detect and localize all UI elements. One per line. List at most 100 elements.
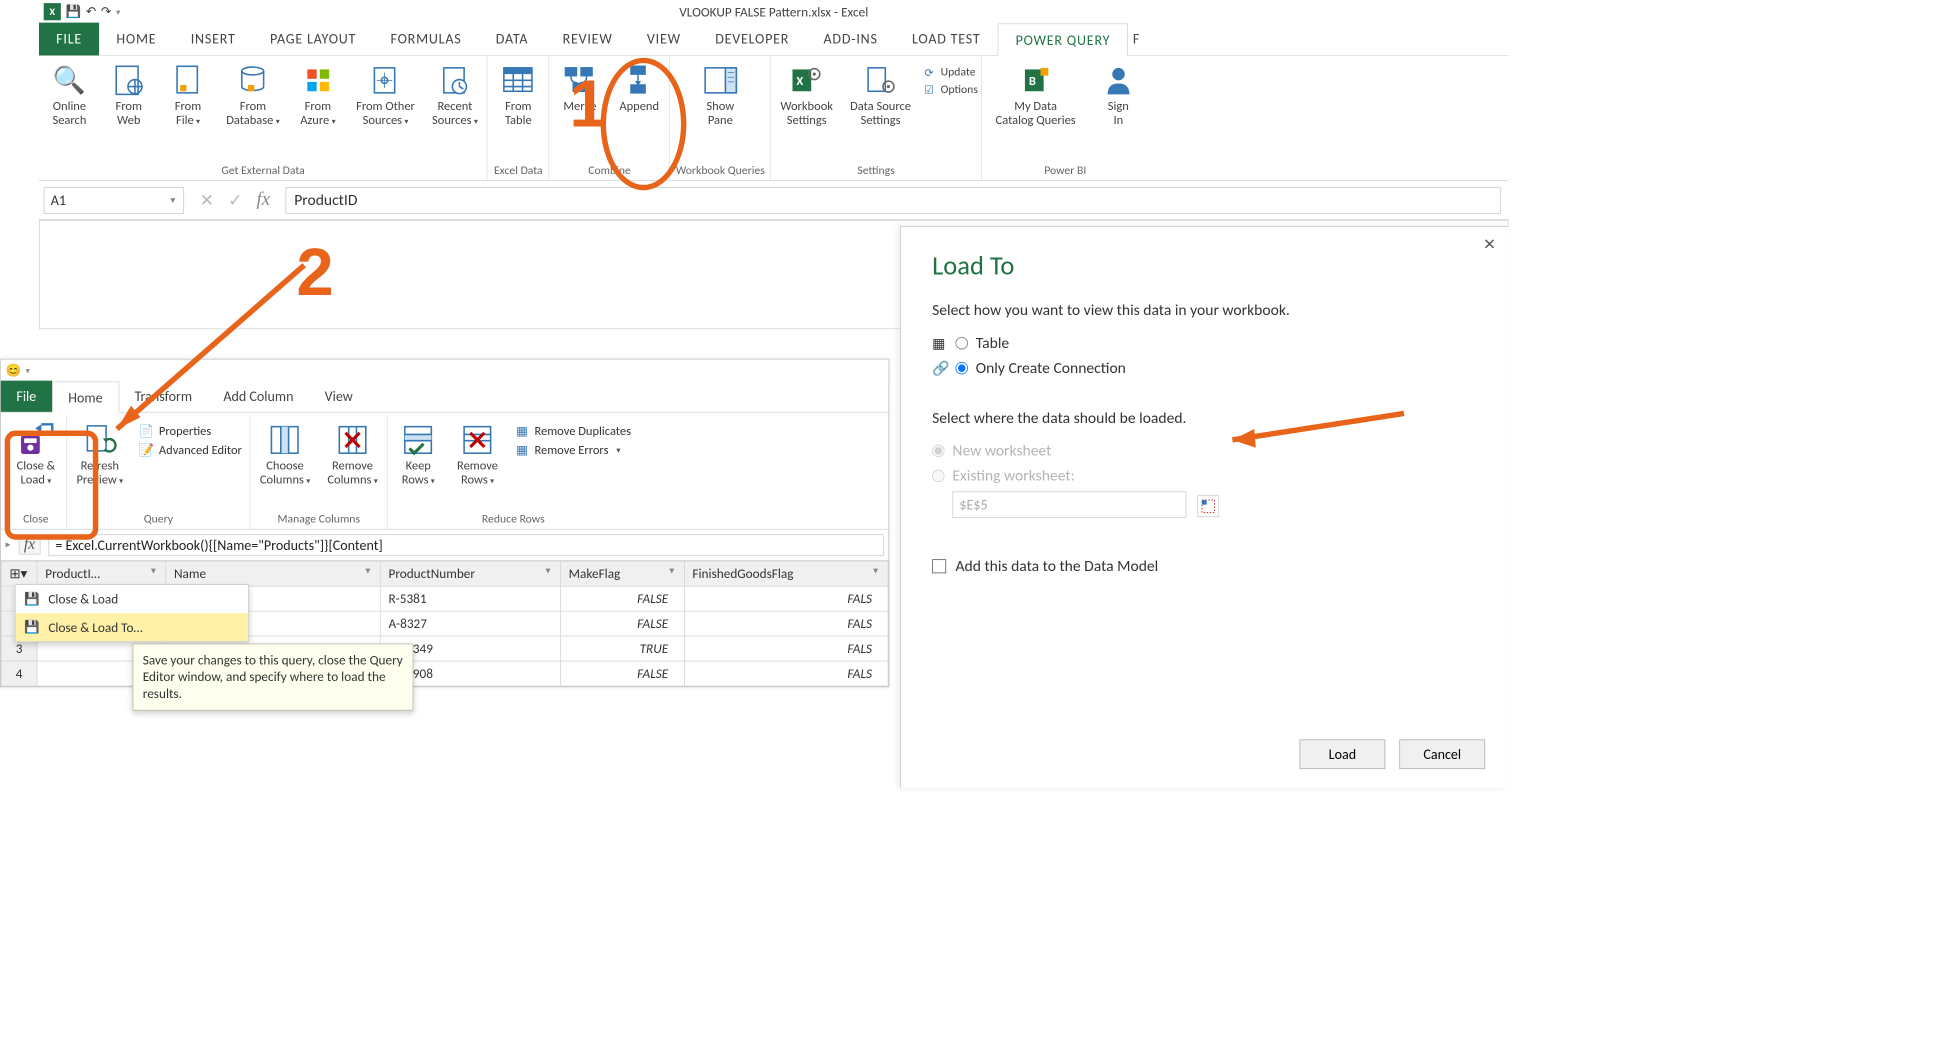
workbook-settings-label: Workbook Settings	[780, 100, 833, 129]
group-get-external-data: 🔍 Online Search From Web From File	[39, 56, 488, 180]
pq-corner-cell[interactable]: ⊞▾	[1, 561, 37, 586]
pq-formula-input[interactable]: = Excel.CurrentWorkbook(){[Name="Product…	[48, 534, 883, 556]
tab-data[interactable]: DATA	[479, 23, 546, 56]
tab-pagelayout[interactable]: PAGE LAYOUT	[253, 23, 374, 56]
cell-ref-input: $E$5	[952, 491, 1186, 518]
recent-sources-label: Recent Sources	[432, 99, 472, 128]
group-settings-label: Settings	[774, 161, 978, 180]
cancel-button[interactable]: Cancel	[1399, 739, 1485, 769]
from-table-button[interactable]: From Table	[491, 61, 546, 130]
workbook-settings-icon: X	[789, 62, 825, 98]
tab-addins[interactable]: ADD-INS	[806, 23, 895, 56]
workbook-settings-button[interactable]: X Workbook Settings	[774, 61, 839, 130]
undo-icon[interactable]: ↶	[86, 4, 96, 20]
pane-prompt: Select how you want to view this data in…	[932, 301, 1485, 320]
name-box-value: A1	[51, 191, 66, 208]
recent-icon	[437, 62, 473, 98]
table-small-icon: ▦	[932, 335, 948, 352]
other-sources-icon	[368, 62, 404, 98]
range-picker-icon	[1197, 495, 1219, 517]
fx-icon[interactable]: fx	[257, 190, 271, 211]
show-pane-button[interactable]: Show Pane	[674, 61, 768, 130]
tab-insert[interactable]: INSERT	[174, 23, 253, 56]
keep-rows-button[interactable]: Keep Rows	[391, 420, 446, 489]
group-settings: X Workbook Settings Data Source Settings…	[771, 56, 982, 180]
person-icon	[1100, 62, 1136, 98]
formula-input[interactable]: ProductID	[286, 187, 1501, 214]
update-label: Update	[941, 66, 976, 80]
choose-columns-label: Choose Columns	[260, 459, 304, 488]
save-icon[interactable]: 💾	[66, 4, 82, 20]
col-productid[interactable]: ProductI…▼	[37, 561, 166, 586]
radio-connection[interactable]	[955, 362, 967, 374]
cancel-icon[interactable]: ✕	[200, 190, 214, 211]
remove-duplicates-button[interactable]: ▦Remove Duplicates	[514, 424, 631, 440]
pq-qat-caret-icon[interactable]: ▾	[26, 365, 30, 375]
enter-icon[interactable]: ✓	[228, 190, 242, 211]
close-load-to-item-label: Close & Load To…	[48, 619, 142, 635]
close-load-to-item[interactable]: 💾 Close & Load To…	[16, 613, 248, 641]
col-makeflag[interactable]: MakeFlag▼	[560, 561, 684, 586]
from-web-button[interactable]: From Web	[101, 61, 156, 130]
my-data-catalog-button[interactable]: B My Data Catalog Queries	[985, 61, 1086, 130]
from-file-button[interactable]: From File	[161, 61, 216, 130]
from-database-button[interactable]: From Database	[220, 61, 286, 130]
tab-powerquery[interactable]: POWER QUERY	[998, 23, 1129, 56]
keep-rows-icon	[400, 422, 436, 458]
web-icon	[111, 62, 147, 98]
radio-table[interactable]	[955, 337, 967, 349]
options-button[interactable]: ☑Options	[922, 83, 978, 97]
from-azure-label: From Azure	[300, 99, 331, 128]
add-to-model[interactable]: Add this data to the Data Model	[932, 557, 1485, 576]
annotation-box-2	[5, 431, 99, 540]
checkbox-data-model[interactable]	[932, 559, 946, 573]
group-get-external-data-label: Get External Data	[42, 161, 484, 180]
opt-table[interactable]: ▦ Table	[932, 334, 1485, 353]
data-source-settings-button[interactable]: Data Source Settings	[844, 61, 917, 130]
update-button[interactable]: ⟳Update	[922, 66, 978, 80]
tab-home[interactable]: HOME	[99, 23, 173, 56]
online-search-label: Online Search	[52, 100, 86, 129]
opt-existing-ws-label: Existing worksheet:	[952, 466, 1074, 485]
name-box[interactable]: A1 ▼	[44, 187, 184, 214]
close-load-item[interactable]: 💾 Close & Load	[16, 585, 248, 613]
radio-new-ws	[932, 445, 944, 457]
tab-view[interactable]: VIEW	[630, 23, 698, 56]
group-excel-data: From Table Excel Data	[488, 56, 550, 180]
from-other-button[interactable]: From Other Sources	[350, 61, 421, 130]
keep-rows-label: Keep Rows	[402, 459, 431, 488]
pq-tab-file[interactable]: File	[1, 381, 52, 412]
options-icon: ☑	[922, 83, 936, 97]
tab-review[interactable]: REVIEW	[545, 23, 629, 56]
remove-columns-button[interactable]: Remove Columns	[321, 420, 384, 489]
tab-developer[interactable]: DEVELOPER	[698, 23, 806, 56]
tab-file[interactable]: FILE	[39, 23, 99, 56]
close-load-to-tooltip: Save your changes to this query, close t…	[133, 644, 414, 711]
recent-sources-button[interactable]: Recent Sources	[426, 61, 484, 130]
redo-icon[interactable]: ↷	[101, 4, 111, 20]
opt-new-ws-label: New worksheet	[952, 441, 1051, 460]
remove-errors-icon: ▦	[514, 442, 530, 458]
file-icon	[170, 62, 206, 98]
col-finishedgoods[interactable]: FinishedGoodsFlag▼	[684, 561, 888, 586]
remove-errors-button[interactable]: ▦Remove Errors▾	[514, 442, 631, 458]
tab-trailing[interactable]: F	[1128, 23, 1145, 56]
pane-close-icon[interactable]: ✕	[1483, 235, 1496, 254]
col-name[interactable]: Name▼	[166, 561, 380, 586]
tab-loadtest[interactable]: LOAD TEST	[895, 23, 998, 56]
online-search-button[interactable]: 🔍 Online Search	[42, 61, 97, 130]
pq-group-manage-cols-label: Manage Columns	[254, 510, 384, 529]
qat-caret-icon[interactable]: ▾	[116, 7, 120, 17]
load-button[interactable]: Load	[1299, 739, 1385, 769]
tab-formulas[interactable]: FORMULAS	[373, 23, 478, 56]
radio-existing-ws	[932, 470, 944, 482]
pq-formula-value: Excel.CurrentWorkbook(){[Name="Products"…	[65, 536, 382, 553]
remove-rows-button[interactable]: Remove Rows	[450, 420, 505, 489]
pane-title: Load To	[932, 250, 1485, 282]
col-productnumber[interactable]: ProductNumber▼	[380, 561, 560, 586]
sign-in-button[interactable]: Sign In	[1091, 61, 1146, 130]
remove-duplicates-label: Remove Duplicates	[534, 424, 631, 439]
name-box-caret-icon[interactable]: ▼	[169, 195, 177, 205]
from-azure-button[interactable]: From Azure	[291, 61, 346, 130]
opt-only-connection[interactable]: 🔗 Only Create Connection	[932, 359, 1485, 378]
